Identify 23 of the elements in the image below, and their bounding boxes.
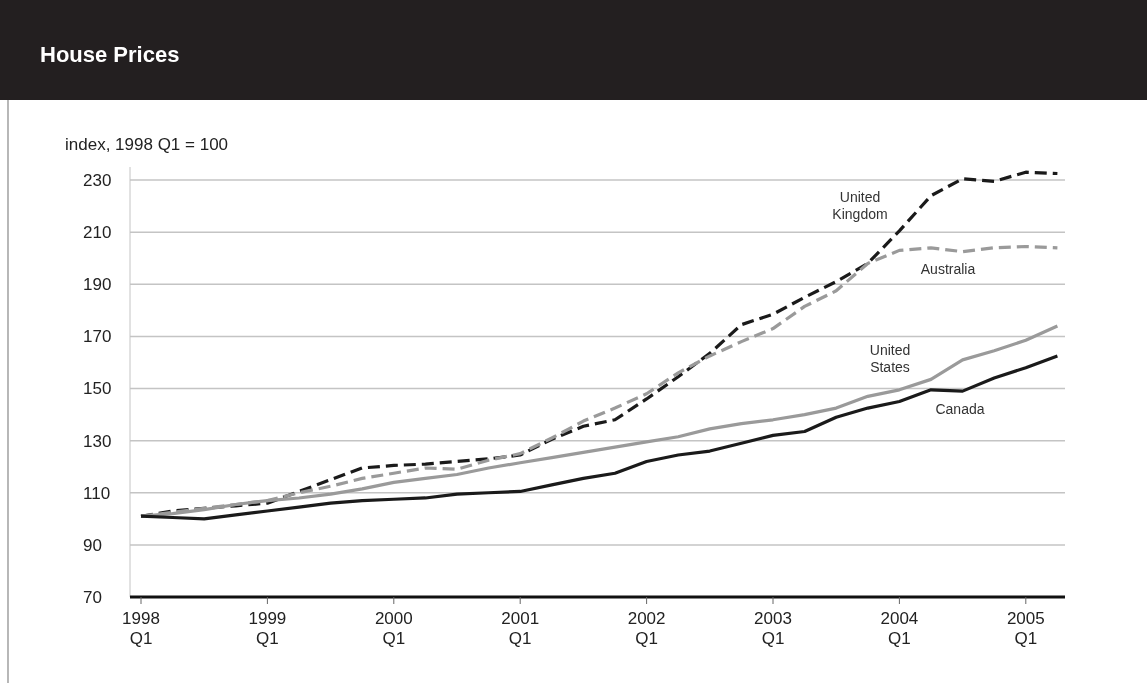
- y-tick-label: 230: [83, 170, 112, 190]
- y-tick-label: 190: [83, 275, 112, 295]
- series-label: United States: [869, 342, 911, 375]
- series-label: Canada: [935, 401, 985, 417]
- y-tick-label: 90: [83, 535, 102, 555]
- x-tick-label: 1999 Q1: [248, 609, 287, 648]
- y-tick-label: 70: [83, 587, 102, 607]
- x-tick-label: 1998 Q1: [122, 609, 160, 648]
- x-tick-label: 2003 Q1: [754, 609, 792, 648]
- x-tick-label: 2000 Q1: [374, 609, 413, 648]
- chart-title: House Prices: [40, 42, 180, 67]
- y-tick-label: 210: [83, 223, 112, 243]
- x-tick-label: 2001 Q1: [501, 609, 540, 648]
- y-tick-label: 110: [83, 483, 111, 503]
- y-tick-label: 170: [83, 327, 112, 347]
- series-label: Australia: [920, 261, 976, 277]
- y-tick-label: 150: [83, 379, 112, 399]
- x-tick-label: 2005 Q1: [1006, 609, 1045, 648]
- x-tick-label: 2002 Q1: [627, 609, 666, 648]
- y-axis-title: index, 1998 Q1 = 100: [65, 135, 229, 154]
- series-label: United Kingdom: [832, 189, 888, 222]
- x-tick-label: 2004 Q1: [880, 609, 919, 648]
- y-tick-label: 130: [83, 431, 112, 451]
